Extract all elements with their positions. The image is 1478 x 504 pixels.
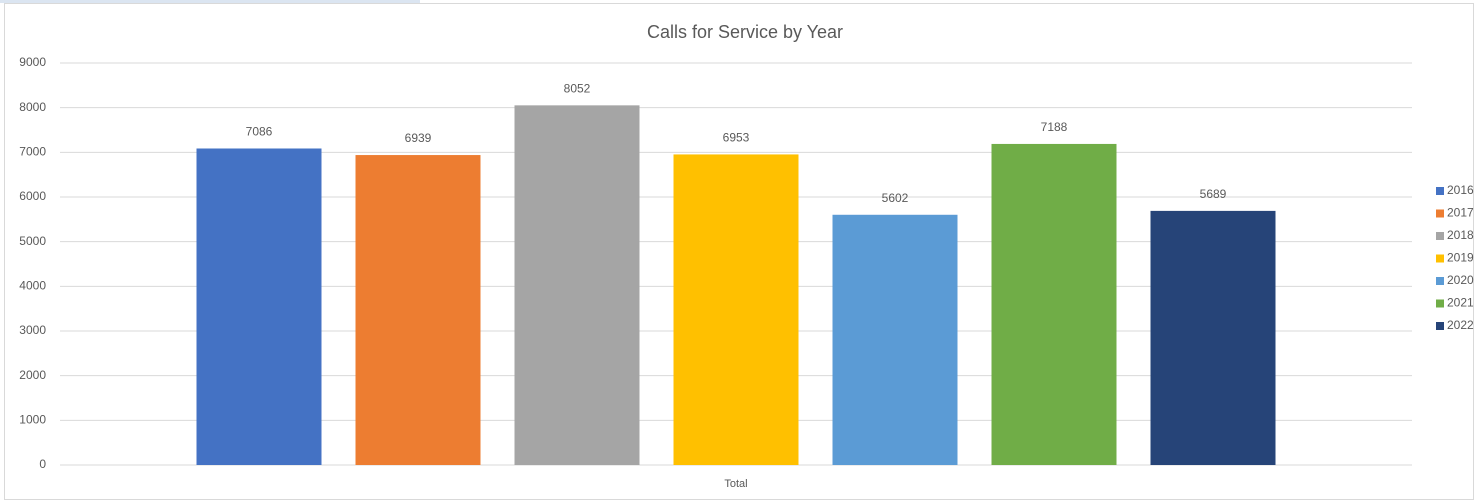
- legend-swatch: [1436, 254, 1444, 263]
- y-tick-label: 1000: [19, 413, 46, 427]
- bar: [196, 148, 322, 465]
- legend-swatch: [1436, 232, 1444, 240]
- legend-swatch: [1436, 209, 1444, 218]
- data-label: 6953: [723, 131, 750, 145]
- legend-label: 2020: [1447, 273, 1474, 287]
- chart-title: Calls for Service by Year: [647, 22, 843, 42]
- legend-label: 2016: [1447, 183, 1474, 197]
- legend-label: 2018: [1447, 228, 1474, 242]
- bar: [514, 105, 640, 466]
- y-tick-label: 0: [39, 457, 46, 471]
- y-tick-label: 3000: [19, 323, 46, 337]
- legend-swatch: [1436, 322, 1444, 330]
- bar: [991, 143, 1117, 465]
- legend-label: 2019: [1447, 251, 1474, 265]
- data-label: 8052: [564, 82, 591, 96]
- y-tick-label: 4000: [19, 279, 46, 293]
- y-tick-label: 9000: [19, 55, 46, 69]
- legend-label: 2022: [1447, 318, 1474, 332]
- legend-label: 2021: [1447, 296, 1474, 310]
- data-label: 7086: [246, 125, 273, 139]
- bar: [355, 155, 481, 466]
- window-strip: [0, 0, 420, 3]
- legend-swatch: [1436, 299, 1444, 308]
- legend-label: 2017: [1447, 206, 1474, 220]
- bar: [673, 154, 799, 465]
- y-tick-label: 5000: [19, 234, 46, 248]
- y-tick-label: 2000: [19, 368, 46, 382]
- data-label: 7188: [1041, 120, 1068, 134]
- bar: [1150, 210, 1276, 465]
- y-tick-label: 6000: [19, 189, 46, 203]
- data-label: 5689: [1200, 187, 1227, 201]
- x-tick-label: Total: [724, 478, 747, 490]
- legend-swatch: [1436, 277, 1444, 285]
- data-label: 5602: [882, 191, 909, 205]
- data-label: 6939: [405, 131, 432, 145]
- y-tick-label: 7000: [19, 145, 46, 159]
- bar: [832, 214, 958, 465]
- y-tick-label: 8000: [19, 100, 46, 114]
- legend-swatch: [1436, 187, 1444, 195]
